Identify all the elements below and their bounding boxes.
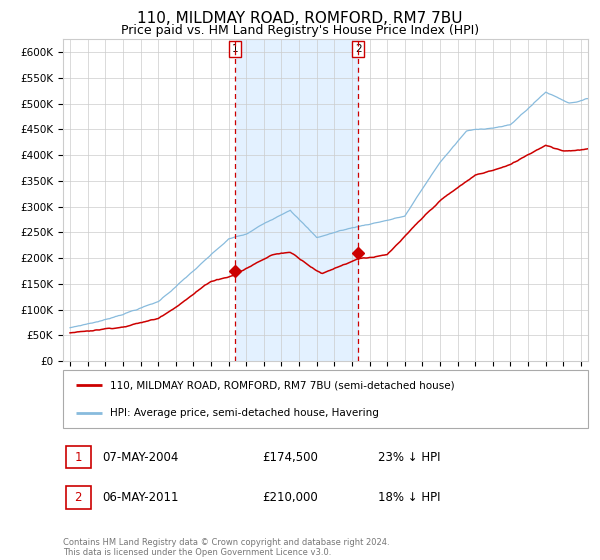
Text: 06-MAY-2011: 06-MAY-2011 [103,491,179,504]
Text: £174,500: £174,500 [263,451,319,464]
Text: Contains HM Land Registry data © Crown copyright and database right 2024.
This d: Contains HM Land Registry data © Crown c… [63,538,389,557]
Text: 18% ↓ HPI: 18% ↓ HPI [378,491,440,504]
Text: 110, MILDMAY ROAD, ROMFORD, RM7 7BU (semi-detached house): 110, MILDMAY ROAD, ROMFORD, RM7 7BU (sem… [110,380,455,390]
Text: £210,000: £210,000 [263,491,318,504]
Text: 2: 2 [355,44,361,54]
FancyBboxPatch shape [65,486,91,509]
Text: 1: 1 [232,44,238,54]
Text: 1: 1 [74,451,82,464]
Text: 23% ↓ HPI: 23% ↓ HPI [378,451,440,464]
FancyBboxPatch shape [65,446,91,469]
Text: 07-MAY-2004: 07-MAY-2004 [103,451,179,464]
Text: HPI: Average price, semi-detached house, Havering: HPI: Average price, semi-detached house,… [110,408,379,418]
Text: 110, MILDMAY ROAD, ROMFORD, RM7 7BU: 110, MILDMAY ROAD, ROMFORD, RM7 7BU [137,11,463,26]
Text: Price paid vs. HM Land Registry's House Price Index (HPI): Price paid vs. HM Land Registry's House … [121,24,479,36]
Text: 2: 2 [74,491,82,504]
FancyBboxPatch shape [63,370,588,428]
